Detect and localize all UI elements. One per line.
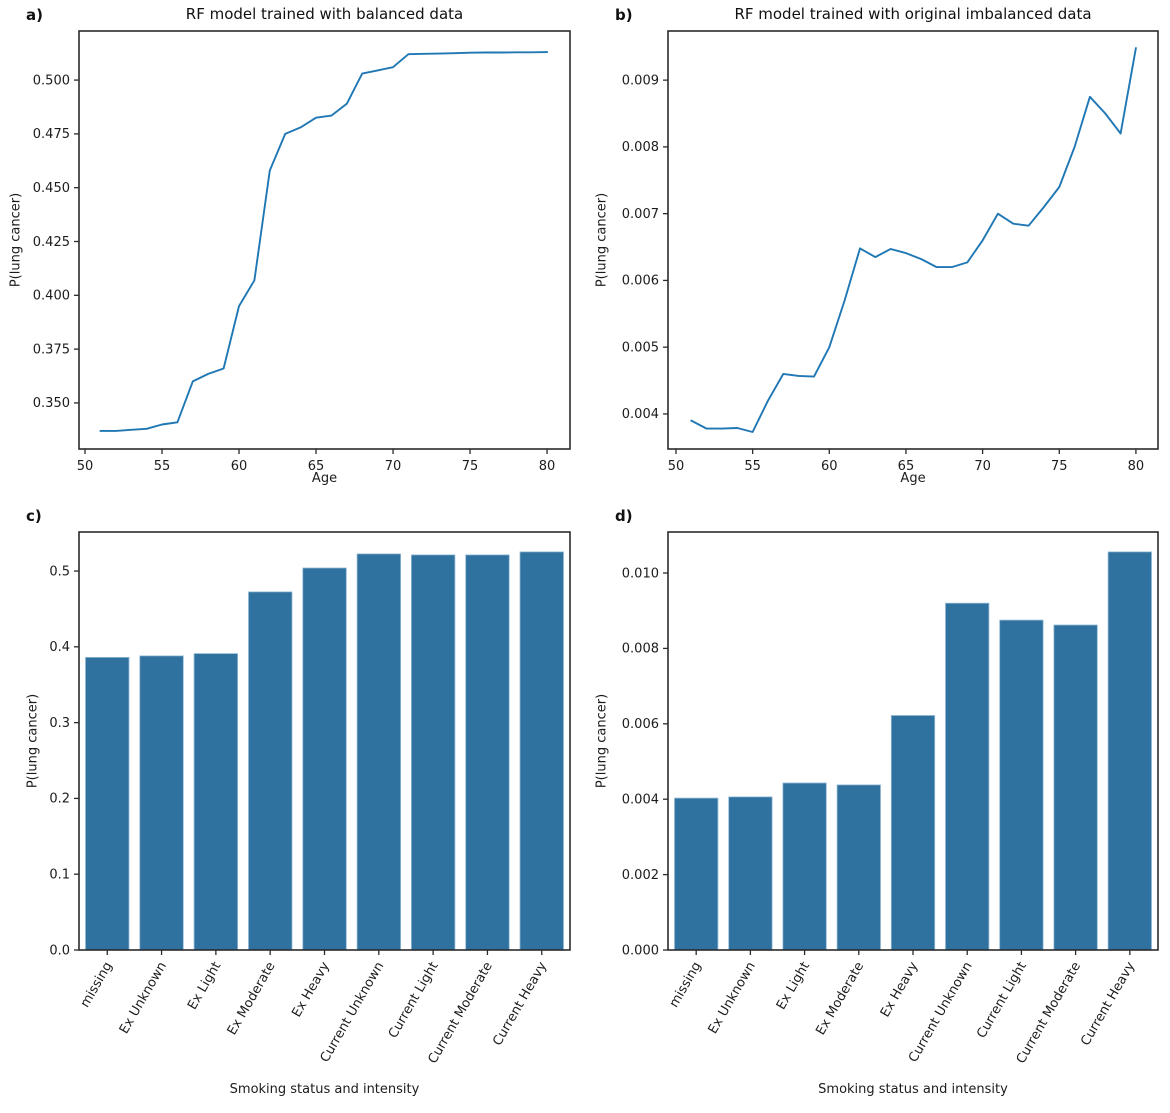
y-tick-label: 0.002 <box>622 868 659 883</box>
chart-b-xlabel: Age <box>900 471 926 486</box>
category-label: Ex Heavy <box>878 959 922 1020</box>
panel-label-a: a) <box>26 6 43 24</box>
x-tick-label: 70 <box>385 459 402 474</box>
bar-c <box>465 554 510 951</box>
bar-c <box>410 554 456 951</box>
category-label: missing <box>667 960 705 1011</box>
y-tick-label: 0.400 <box>33 289 70 304</box>
bar-d <box>1053 624 1098 951</box>
data-line-a <box>99 51 549 432</box>
bar-c <box>85 657 130 951</box>
y-tick-label: 0.2 <box>49 792 70 807</box>
category-label: Ex Light <box>774 960 813 1013</box>
category-label: Ex Heavy <box>289 959 333 1020</box>
bar-d <box>1107 551 1152 951</box>
x-tick-label: 65 <box>898 459 915 474</box>
bar-d <box>728 796 773 951</box>
y-tick-label: 0.005 <box>622 340 659 355</box>
y-tick-label: 0.450 <box>33 181 70 196</box>
bar-d <box>782 782 827 951</box>
panel-label-d: d) <box>615 507 633 525</box>
y-tick-label: 0.3 <box>49 716 70 731</box>
y-tick-label: 0.000 <box>622 943 659 958</box>
x-tick-label: 65 <box>308 459 325 474</box>
category-label: Ex Unknown <box>706 960 759 1037</box>
y-tick-label: 0.0 <box>49 943 70 958</box>
bar-d <box>674 797 719 951</box>
y-tick-label: 0.006 <box>622 717 659 732</box>
y-tick-label: 0.004 <box>622 793 659 808</box>
category-label: Ex Light <box>185 960 224 1013</box>
bar-c <box>139 655 184 951</box>
category-label: Ex Moderate <box>813 960 867 1038</box>
bar-d <box>999 619 1044 951</box>
chart-a-title: RF model trained with balanced data <box>185 5 464 23</box>
bar-c <box>356 553 402 951</box>
category-label: Current Light <box>386 960 442 1041</box>
chart-c-ylabel: P(lung cancer) <box>25 693 41 789</box>
panel-label-b: b) <box>615 6 633 24</box>
panel-b-border <box>667 30 1159 450</box>
y-tick-label: 0.004 <box>622 407 659 422</box>
x-tick-label: 55 <box>744 459 761 474</box>
x-tick-label: 80 <box>539 459 556 474</box>
panel-d-border <box>667 531 1159 951</box>
bar-d <box>890 715 936 951</box>
category-label: Ex Unknown <box>117 960 170 1037</box>
y-tick-label: 0.500 <box>33 73 70 88</box>
category-label: Current Heavy <box>1078 959 1138 1048</box>
chart-d-xlabel: Smoking status and intensity <box>818 1082 1008 1097</box>
bar-c <box>248 591 293 951</box>
y-tick-label: 0.009 <box>622 73 659 88</box>
bar-c <box>519 551 564 951</box>
x-tick-label: 70 <box>974 459 991 474</box>
category-label: Ex Moderate <box>225 960 279 1038</box>
y-tick-label: 0.425 <box>33 235 70 250</box>
bar-c <box>302 567 347 951</box>
chart-b-title: RF model trained with original imbalance… <box>734 5 1092 23</box>
chart-a-xlabel: Age <box>311 471 338 486</box>
chart-b-ylabel: P(lung cancer) <box>594 192 610 288</box>
category-label: Current Light <box>974 960 1030 1041</box>
bar-d <box>836 784 881 951</box>
x-tick-label: 50 <box>668 459 685 474</box>
chart-a-ylabel: P(lung cancer) <box>8 192 24 288</box>
y-tick-label: 0.007 <box>622 207 659 222</box>
y-tick-label: 0.375 <box>33 342 70 357</box>
x-tick-label: 75 <box>1051 459 1068 474</box>
y-tick-label: 0.008 <box>622 642 659 657</box>
chart-d-ylabel: P(lung cancer) <box>594 693 610 789</box>
data-line-b <box>690 47 1137 433</box>
x-tick-label: 60 <box>821 459 838 474</box>
bar-c <box>193 653 239 951</box>
y-tick-label: 0.5 <box>49 564 70 579</box>
y-tick-label: 0.350 <box>33 396 70 411</box>
x-tick-label: 75 <box>462 459 479 474</box>
panel-label-c: c) <box>26 507 42 525</box>
y-tick-label: 0.475 <box>33 127 70 142</box>
panel-c-border <box>78 531 571 951</box>
x-tick-label: 80 <box>1128 459 1145 474</box>
y-tick-label: 0.008 <box>622 140 659 155</box>
y-tick-label: 0.4 <box>49 640 70 655</box>
x-tick-label: 50 <box>77 459 94 474</box>
x-tick-label: 55 <box>154 459 171 474</box>
y-tick-label: 0.010 <box>622 566 659 581</box>
panel-a-border <box>78 30 571 450</box>
chart-c-xlabel: Smoking status and intensity <box>229 1082 420 1097</box>
y-tick-label: 0.006 <box>622 274 659 289</box>
category-label: Current Heavy <box>490 959 550 1048</box>
y-tick-label: 0.1 <box>49 868 70 883</box>
bar-d <box>945 602 990 951</box>
x-tick-label: 60 <box>231 459 248 474</box>
category-label: missing <box>78 960 116 1011</box>
